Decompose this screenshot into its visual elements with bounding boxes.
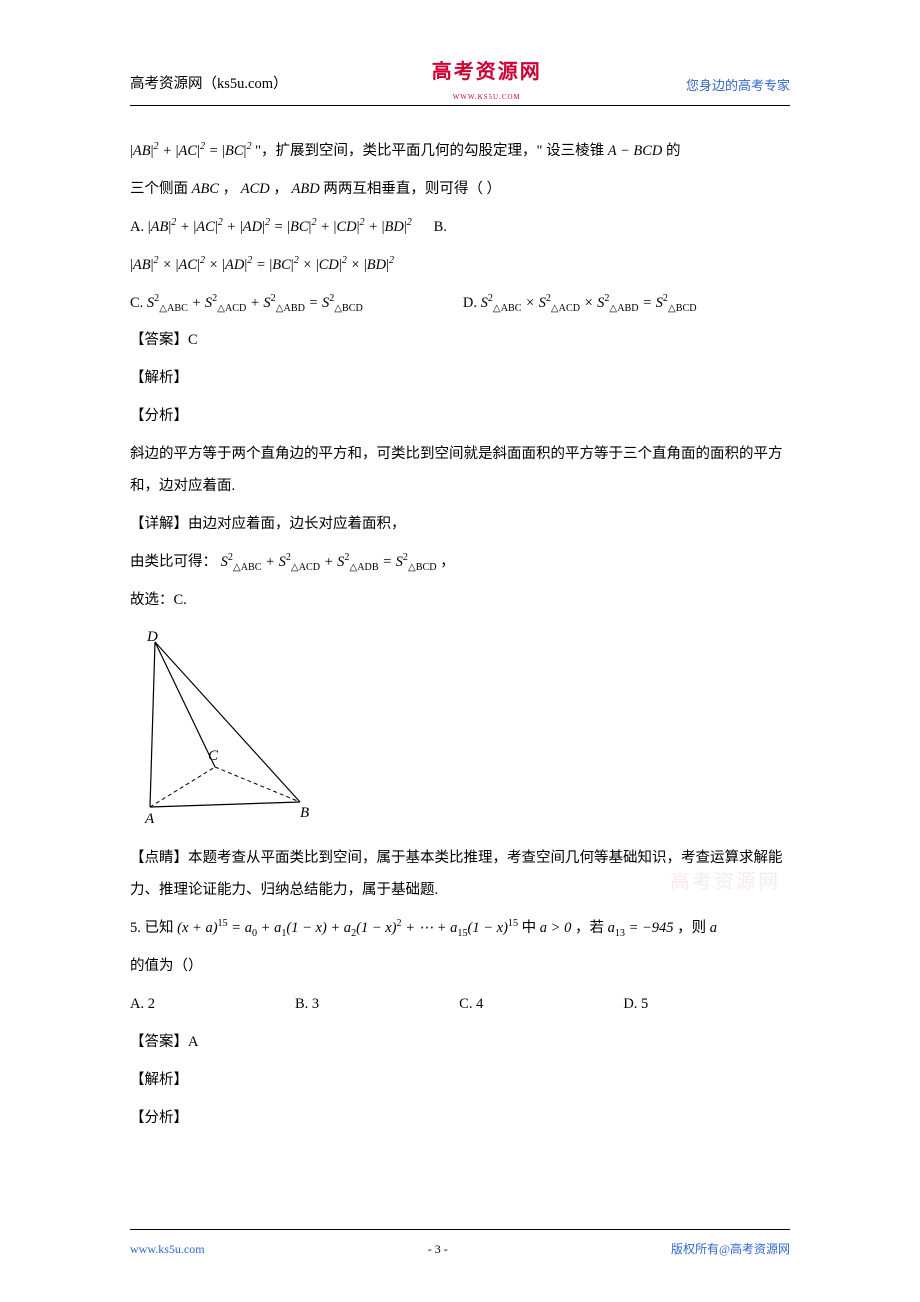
header-left: 高考资源网（ks5u.com） xyxy=(130,69,287,101)
q5-cond2: a13 = −945 xyxy=(608,920,674,936)
q5-optB: B. 3 xyxy=(295,989,319,1021)
q5-optD: D. 5 xyxy=(623,989,648,1021)
q4-optC-math: S2△ABC + S2△ACD + S2△ABD = S2△BCD xyxy=(147,295,363,311)
q4-l2-m3: ABD xyxy=(292,181,320,197)
q4-optB-math: |AB|2 × |AC|2 × |AD|2 = |BC|2 × |CD|2 × … xyxy=(130,257,394,273)
page: 高考资源网（ks5u.com） 高考资源网 WWW.KS5U.COM 您身边的高… xyxy=(0,0,920,1302)
q4-xiangjie: 【详解】由边对应着面，边长对应着面积， xyxy=(130,509,790,541)
content-body: |AB|2 + |AC|2 = |BC|2 "，扩展到空间，类比平面几何的勾股定… xyxy=(130,136,790,1135)
q5-jiexi: 【解析】 xyxy=(130,1065,790,1097)
q4-fenxi-text: 斜边的平方等于两个直角边的平方和，可类比到空间就是斜面面积的平方等于三个直角面的… xyxy=(130,439,790,503)
watermark: 高考资源网 xyxy=(670,860,780,904)
q4-lead-line2: 三个侧面 ABC ， ACD ， ABD 两两互相垂直，则可得（ ） xyxy=(130,174,790,206)
q5-num: 5. 已知 xyxy=(130,920,174,936)
q5-answer: 【答案】A xyxy=(130,1027,790,1059)
q4-leibi: 由类比可得： S2△ABC + S2△ACD + S2△ADB = S2△BCD… xyxy=(130,547,790,579)
header-logo-sub: WWW.KS5U.COM xyxy=(432,94,542,101)
answer-value: C xyxy=(188,332,198,348)
q4-optC-label: C. xyxy=(130,295,147,311)
q4-lead-formula: |AB|2 + |AC|2 = |BC|2 xyxy=(130,143,252,159)
q4-optB-label: B. xyxy=(434,219,447,235)
q4-fenxi: 【分析】 xyxy=(130,401,790,433)
q4-answer: 【答案】C xyxy=(130,325,790,357)
q4-option-cd-row: C. S2△ABC + S2△ACD + S2△ABD = S2△BCD D. … xyxy=(130,288,790,320)
q4-figure: A B C D xyxy=(130,627,790,840)
header-right: 您身边的高考专家 xyxy=(686,72,790,101)
q5-fenxi: 【分析】 xyxy=(130,1103,790,1135)
q5-cond1: a > 0 xyxy=(540,920,572,936)
q5-tail: 的值为（） xyxy=(130,951,790,983)
header-logo-text: 高考资源网 xyxy=(432,61,542,83)
q4-optD-label: D. xyxy=(463,295,481,311)
answer-label: 【答案】 xyxy=(130,332,188,348)
q5-formula: (x + a)15 = a0 + a1(1 − x) + a2(1 − x)2 … xyxy=(177,920,518,936)
footer-right: 版权所有@高考资源网 xyxy=(671,1236,790,1262)
q4-lead-text1: "，扩展到空间，类比平面几何的勾股定理，" 设三棱锥 xyxy=(255,143,608,159)
header-center: 高考资源网 WWW.KS5U.COM xyxy=(432,50,542,101)
vertex-b-label: B xyxy=(300,805,309,821)
q4-lead-text2: 的 xyxy=(666,143,681,159)
footer-page-number: - 3 - xyxy=(428,1236,448,1262)
q4-optD-math: S2△ABC × S2△ACD × S2△ABD = S2△BCD xyxy=(481,295,697,311)
q4-leibi-a: 由类比可得： xyxy=(130,554,217,570)
q5-optA: A. 2 xyxy=(130,989,155,1021)
q4-optA-label: A. xyxy=(130,219,148,235)
q4-optA-math: |AB|2 + |AC|2 + |AD|2 = |BC|2 + |CD|2 + … xyxy=(148,219,412,235)
q4-option-a-row: A. |AB|2 + |AC|2 + |AD|2 = |BC|2 + |CD|2… xyxy=(130,212,790,244)
q5-answer-label: 【答案】 xyxy=(130,1034,188,1050)
q4-l2-c: ， xyxy=(273,181,288,197)
q4-l2-m1: ABC xyxy=(192,181,219,197)
q4-option-b-row: |AB|2 × |AC|2 × |AD|2 = |BC|2 × |CD|2 × … xyxy=(130,250,790,282)
q4-leibi-math: S2△ABC + S2△ACD + S2△ADB = S2△BCD xyxy=(221,554,437,570)
q5-var: a xyxy=(710,920,717,936)
q4-l2-a: 三个侧面 xyxy=(130,181,192,197)
q4-leibi-b: ， xyxy=(440,554,455,570)
q4-l2-m2: ACD xyxy=(241,181,270,197)
q5-options: A. 2 B. 3 C. 4 D. 5 xyxy=(130,989,790,1021)
vertex-c-label: C xyxy=(208,748,219,764)
q5-answer-value: A xyxy=(188,1034,198,1050)
q4-guxuan: 故选：C. xyxy=(130,585,790,617)
vertex-a-label: A xyxy=(144,811,155,827)
vertex-d-label: D xyxy=(146,629,158,645)
page-header: 高考资源网（ks5u.com） 高考资源网 WWW.KS5U.COM 您身边的高… xyxy=(130,50,790,106)
page-footer: www.ks5u.com - 3 - 版权所有@高考资源网 xyxy=(130,1229,790,1262)
q5-optC: C. 4 xyxy=(459,989,483,1021)
q5-stem: 5. 已知 (x + a)15 = a0 + a1(1 − x) + a2(1 … xyxy=(130,913,790,945)
q4-lead-line1: |AB|2 + |AC|2 = |BC|2 "，扩展到空间，类比平面几何的勾股定… xyxy=(130,136,790,168)
q4-optD: D. S2△ABC × S2△ACD × S2△ABD = S2△BCD xyxy=(463,288,697,320)
tetrahedron-diagram: A B C D xyxy=(130,627,315,827)
q5-mid: 中 xyxy=(522,920,540,936)
q5-mid2: ，若 xyxy=(575,920,608,936)
q4-optC: C. S2△ABC + S2△ACD + S2△ABD = S2△BCD xyxy=(130,288,363,320)
q4-l2-b: ， xyxy=(223,181,238,197)
q5-mid3: ，则 xyxy=(677,920,710,936)
footer-left: www.ks5u.com xyxy=(130,1236,205,1262)
q4-l2-d: 两两互相垂直，则可得（ ） xyxy=(323,181,501,197)
q4-jiexi: 【解析】 xyxy=(130,363,790,395)
q4-lead-math2: A − BCD xyxy=(608,143,663,159)
